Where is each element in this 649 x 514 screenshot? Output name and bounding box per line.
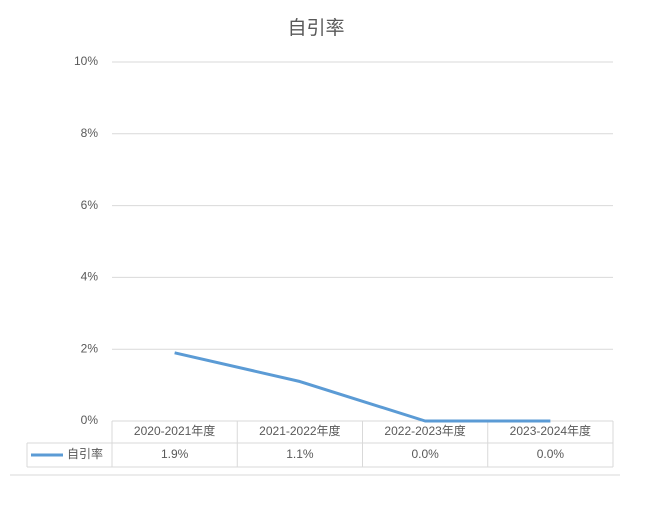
y-tick-label: 0% (81, 413, 99, 427)
line (174, 351, 551, 423)
legend-label: 自引率 (67, 446, 103, 461)
y-tick-label: 8% (81, 126, 99, 140)
x-tick-label: 2022-2023年度 (384, 423, 465, 438)
x-tick-label: 2021-2022年度 (259, 423, 340, 438)
y-tick-label: 2% (81, 341, 99, 355)
chart-title: 自引率 (287, 17, 344, 39)
table-value: 0.0% (411, 447, 439, 461)
y-tick-label: 4% (81, 270, 99, 284)
table-value: 0.0% (537, 447, 565, 461)
table-value: 1.9% (161, 447, 189, 461)
x-tick-label: 2020-2021年度 (134, 423, 215, 438)
x-tick-label: 2023-2024年度 (510, 423, 591, 438)
y-tick-label: 6% (81, 198, 99, 212)
y-tick-label: 10% (74, 54, 98, 68)
table-value: 1.1% (286, 447, 314, 461)
